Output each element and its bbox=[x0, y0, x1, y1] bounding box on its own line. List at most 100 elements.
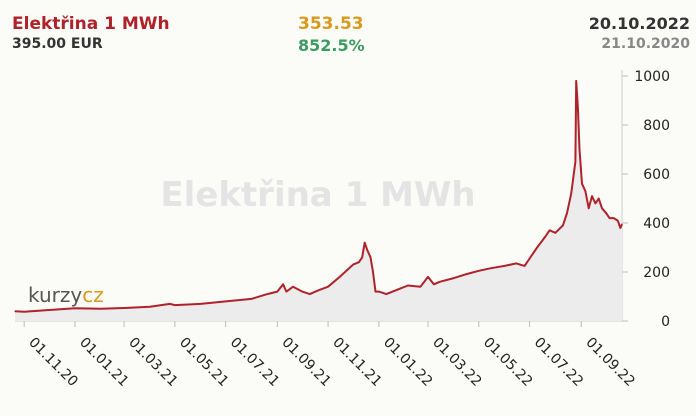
data-point bbox=[453, 277, 455, 279]
x-tick-label: 01.05.22 bbox=[480, 335, 535, 390]
x-tick-label: 01.09.22 bbox=[582, 335, 637, 390]
data-point bbox=[285, 291, 287, 293]
data-point bbox=[149, 306, 151, 308]
data-point bbox=[529, 257, 531, 260]
data-point bbox=[369, 256, 372, 258]
data-point bbox=[613, 217, 615, 219]
y-tick-label: 0 bbox=[661, 314, 670, 330]
data-point bbox=[621, 223, 623, 225]
data-point bbox=[366, 249, 368, 251]
data-point bbox=[554, 232, 557, 234]
data-point bbox=[14, 310, 16, 312]
data-point bbox=[364, 242, 366, 244]
y-tick-label: 1000 bbox=[634, 69, 670, 85]
data-point bbox=[327, 286, 329, 288]
data-point bbox=[591, 195, 593, 197]
y-tick-label: 400 bbox=[643, 216, 670, 232]
data-point bbox=[317, 289, 319, 291]
kurzy-logo: kurzycz bbox=[28, 283, 104, 307]
data-point bbox=[619, 227, 621, 229]
data-point bbox=[339, 276, 341, 278]
data-point bbox=[544, 235, 547, 238]
data-point bbox=[601, 207, 603, 209]
data-point bbox=[398, 288, 400, 290]
x-tick-label: 01.07.21 bbox=[227, 335, 282, 390]
commodity-title: Elektřina 1 MWh bbox=[12, 14, 170, 34]
data-point bbox=[169, 303, 171, 305]
data-point bbox=[407, 284, 409, 287]
data-point bbox=[266, 293, 268, 295]
x-tick-label: 01.03.21 bbox=[125, 335, 180, 390]
data-point bbox=[575, 80, 577, 82]
data-point bbox=[301, 291, 303, 293]
x-tick-label: 01.03.22 bbox=[429, 335, 484, 390]
date-now: 20.10.2022 bbox=[588, 14, 690, 33]
data-point bbox=[464, 273, 467, 275]
data-point bbox=[617, 220, 619, 222]
data-point bbox=[489, 267, 491, 269]
x-tick-label: 01.11.20 bbox=[25, 335, 80, 390]
data-point bbox=[574, 161, 577, 163]
data-point bbox=[433, 283, 435, 285]
data-point bbox=[515, 262, 517, 264]
data-point bbox=[352, 264, 354, 266]
data-point bbox=[174, 304, 176, 306]
data-point bbox=[504, 265, 506, 267]
data-point bbox=[23, 311, 25, 313]
data-point bbox=[478, 270, 480, 272]
y-tick-label: 200 bbox=[643, 265, 670, 281]
x-tick-label: 01.09.21 bbox=[278, 335, 333, 390]
y-tick-label: 800 bbox=[643, 118, 670, 134]
date-then: 21.10.2020 bbox=[601, 36, 690, 52]
data-point bbox=[309, 293, 311, 295]
x-tick-label: 01.01.21 bbox=[76, 335, 131, 390]
data-point bbox=[372, 271, 374, 273]
data-point bbox=[594, 202, 597, 204]
value-then: 353.53 bbox=[298, 14, 364, 34]
x-tick-label: 01.11.21 bbox=[329, 335, 384, 390]
data-point bbox=[549, 229, 551, 231]
data-point bbox=[250, 298, 253, 300]
data-point bbox=[200, 303, 202, 305]
data-point bbox=[584, 190, 587, 192]
data-point bbox=[378, 291, 380, 293]
data-point bbox=[385, 293, 387, 295]
data-point bbox=[74, 307, 76, 309]
data-point bbox=[605, 212, 607, 214]
data-point bbox=[439, 281, 441, 283]
data-point bbox=[570, 193, 572, 195]
change-percent: 852.5% bbox=[298, 36, 365, 55]
price-area bbox=[15, 80, 622, 322]
data-point bbox=[48, 309, 50, 311]
data-point bbox=[282, 283, 284, 285]
data-point bbox=[608, 217, 611, 219]
watermark-text: Elektřina 1 MWh bbox=[160, 175, 475, 215]
data-point bbox=[588, 207, 590, 209]
data-point bbox=[225, 300, 227, 302]
data-point bbox=[598, 197, 600, 200]
data-point bbox=[536, 246, 538, 249]
x-tick-label: 01.05.21 bbox=[176, 335, 231, 390]
price-line bbox=[14, 79, 623, 313]
data-point bbox=[374, 291, 377, 293]
y-tick-label: 600 bbox=[643, 167, 670, 183]
chart-header: Elektřina 1 MWh 395.00 EUR 353.53 852.5%… bbox=[0, 14, 696, 55]
data-point bbox=[581, 183, 583, 185]
data-point bbox=[577, 107, 579, 109]
data-point bbox=[276, 291, 278, 293]
data-point bbox=[524, 265, 526, 267]
current-price: 395.00 EUR bbox=[12, 36, 103, 52]
data-point bbox=[361, 256, 363, 258]
data-point bbox=[427, 276, 429, 278]
data-point bbox=[578, 148, 581, 151]
x-tick-label: 01.01.22 bbox=[380, 335, 435, 390]
data-point bbox=[419, 286, 422, 288]
x-tick-label: 01.07.22 bbox=[531, 335, 586, 390]
data-point bbox=[100, 308, 102, 310]
data-point bbox=[562, 224, 564, 226]
data-point bbox=[566, 212, 568, 214]
data-point bbox=[123, 307, 125, 309]
data-point bbox=[292, 286, 294, 288]
data-point bbox=[358, 261, 360, 263]
